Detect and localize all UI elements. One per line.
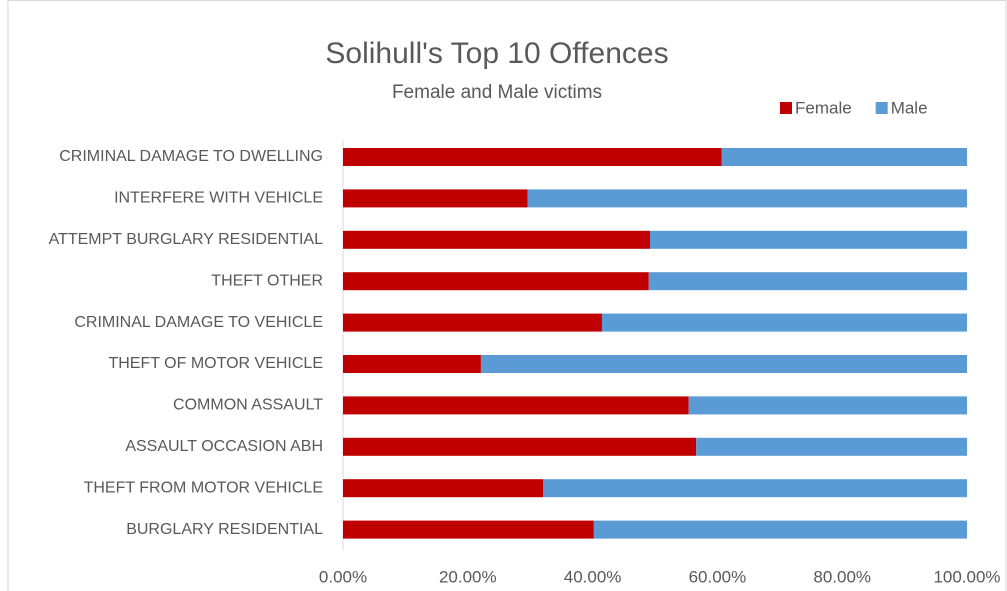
y-tick-label: ATTEMPT BURGLARY RESIDENTIAL [49,231,324,248]
y-tick-label: THEFT FROM MOTOR VEHICLE [84,479,323,496]
bar-segment [601,313,967,332]
chart-border [7,0,1007,591]
x-tick-label: 0.00% [319,567,367,586]
bar-segment [721,148,967,166]
y-tick-label: BURGLARY RESIDENTIAL [126,521,323,538]
y-tick-label: THEFT OF MOTOR VEHICLE [108,355,323,372]
bar-segment [343,479,544,498]
bar-segment [343,189,528,208]
bar-segment [480,355,967,373]
bar-segment [343,148,722,166]
legend-label: Male [891,98,928,117]
y-tick-label: CRIMINAL DAMAGE TO VEHICLE [74,314,323,331]
x-tick-label: 100.00% [933,567,1000,586]
bar-segment [343,313,602,332]
bar-segment [527,189,967,208]
y-tick-label: THEFT OTHER [211,272,323,289]
x-tick-label: 80.00% [813,567,871,586]
legend-swatch [780,102,792,114]
legend-label: Female [795,98,852,117]
legend-swatch [875,102,888,114]
y-tick-label: COMMON ASSAULT [173,397,323,414]
bar-segment [696,437,967,456]
bar-segment [688,396,967,415]
chart-subtitle: Female and Male victims [392,82,602,103]
x-tick-label: 40.00% [564,567,622,586]
y-tick-label: ASSAULT OCCASION ABH [125,438,323,455]
y-tick-label: CRIMINAL DAMAGE TO DWELLING [59,148,323,165]
bar-segment [648,272,967,291]
y-tick-label: INTERFERE WITH VEHICLE [114,190,323,207]
bar-segment [593,520,967,539]
bar-segment [343,272,649,291]
x-tick-label: 60.00% [689,567,747,586]
bar-segment [343,230,651,249]
bar-segment [650,230,967,249]
bar-segment [543,479,967,498]
bar-segment [343,437,697,456]
bar-segment [343,396,689,415]
chart-title: Solihull's Top 10 Offences [325,37,668,70]
bar-segment [343,355,481,373]
x-tick-label: 20.00% [439,567,497,586]
bar-segment [343,520,594,539]
